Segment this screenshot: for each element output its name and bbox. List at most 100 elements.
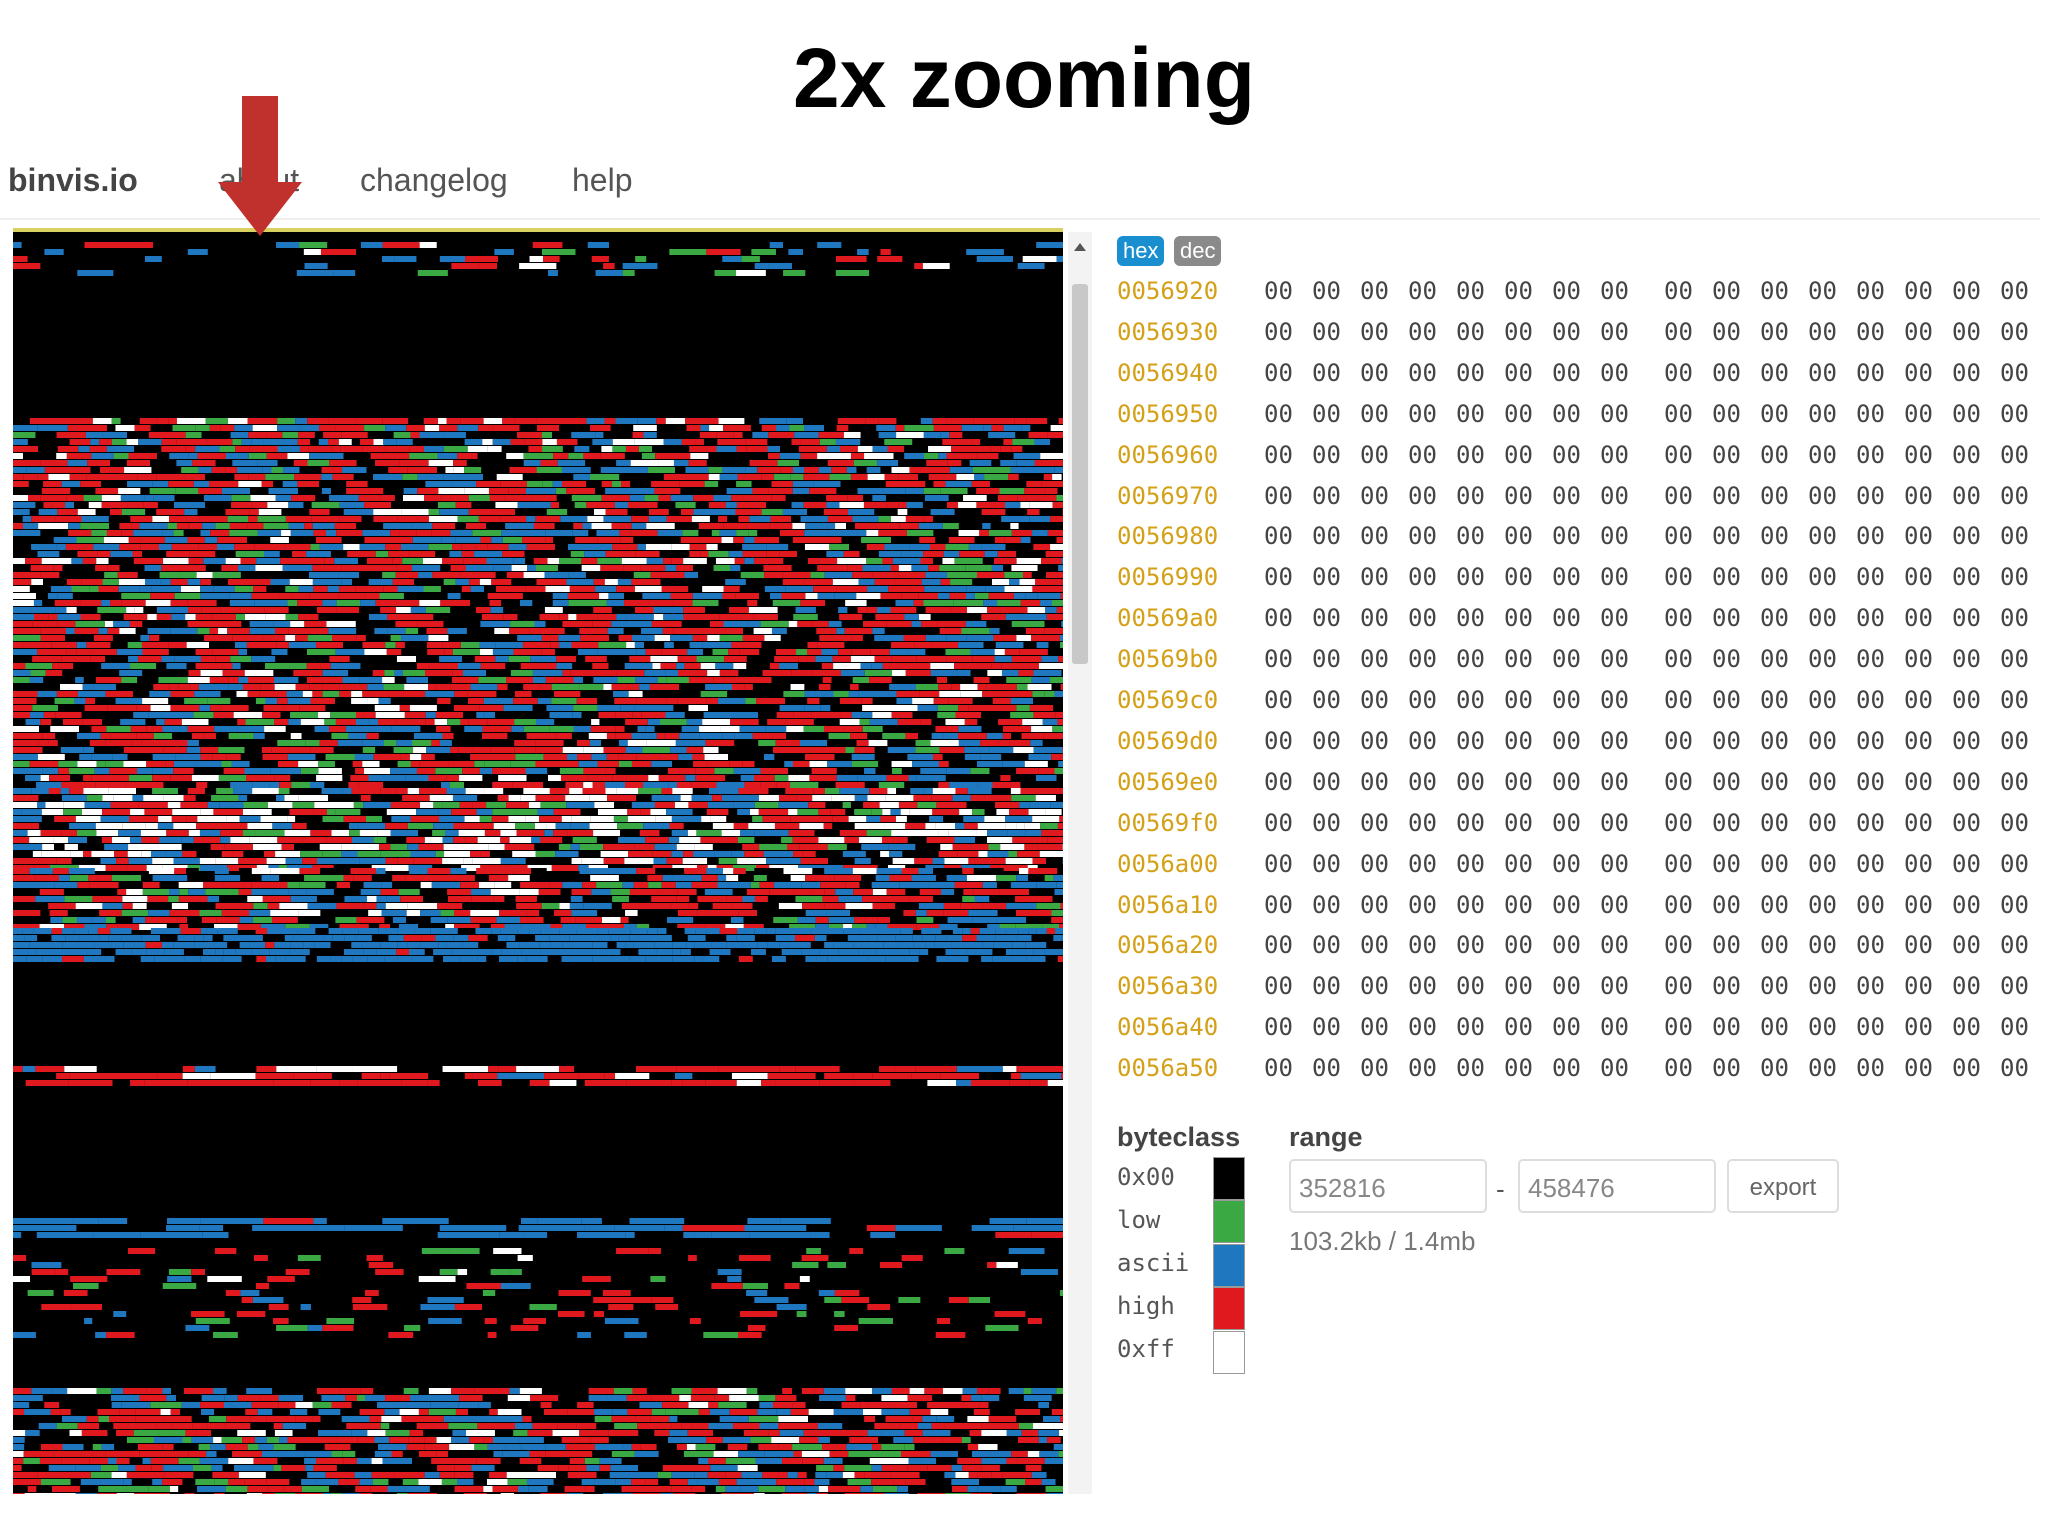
byte-pixel — [1035, 795, 1056, 801]
byte-pixel — [30, 917, 51, 923]
byte-pixel — [413, 747, 427, 753]
byte-pixel — [939, 628, 962, 634]
byte-pixel — [289, 809, 314, 815]
byte-pixel — [1016, 1066, 1054, 1072]
byte-pixel — [971, 1395, 982, 1401]
byte-pixel — [319, 740, 338, 746]
byte-pixel — [593, 830, 621, 836]
byte-pixel — [232, 460, 258, 466]
byte-pixel — [327, 586, 339, 592]
binary-visualization[interactable] — [13, 228, 1063, 1494]
byte-pixel — [386, 896, 401, 902]
byte-pixel — [171, 614, 186, 620]
byte-pixel — [491, 537, 503, 543]
byte-pixel — [159, 837, 182, 843]
byte-pixel — [604, 1318, 639, 1324]
byte-pixel — [1002, 761, 1025, 767]
byte-pixel — [703, 747, 719, 753]
brand[interactable]: binvis.io — [8, 162, 138, 198]
byte-pixel — [468, 698, 484, 704]
byte-pixel — [1023, 1388, 1032, 1394]
byte-pixel — [1031, 1388, 1057, 1394]
byte-pixel — [407, 467, 438, 473]
byte-pixel — [895, 816, 907, 822]
byte-pixel — [522, 593, 542, 599]
byte-pixel — [468, 509, 495, 515]
byte-pixel — [522, 537, 546, 543]
byte-pixel — [571, 889, 592, 895]
byte-pixel — [535, 516, 561, 522]
byte-pixel — [872, 446, 888, 452]
byte-pixel — [300, 768, 319, 774]
byte-pixel — [573, 677, 584, 683]
byte-pixel — [141, 875, 153, 881]
byte-pixel — [479, 642, 496, 648]
byte-pixel — [230, 837, 250, 843]
byte-pixel — [616, 670, 645, 676]
byte-pixel — [490, 1269, 511, 1275]
byte-pixel — [678, 453, 691, 459]
byte-pixel — [547, 558, 560, 564]
byte-pixel — [140, 956, 155, 962]
byte-pixel — [156, 614, 172, 620]
byte-pixel — [887, 788, 897, 794]
byte-pixel — [13, 586, 30, 592]
byte-pixel — [985, 586, 1005, 592]
byte-pixel — [772, 600, 801, 606]
byte-pixel — [972, 917, 997, 923]
byte-pixel — [501, 530, 519, 536]
byte-pixel — [1025, 628, 1045, 634]
byte-pixel — [173, 858, 200, 864]
byte-pixel — [368, 809, 387, 815]
byte-pixel — [297, 928, 316, 934]
byte-pixel — [629, 656, 651, 662]
byte-pixel — [846, 586, 868, 592]
byte-pixel — [742, 844, 760, 850]
byte-pixel — [596, 670, 617, 676]
byte-pixel — [991, 460, 1001, 466]
byte-pixel — [956, 474, 975, 480]
byte-pixel — [360, 242, 383, 248]
byte-pixel — [822, 747, 846, 753]
byte-pixel — [373, 509, 402, 515]
byte-pixel — [32, 621, 58, 627]
byte-pixel — [291, 1262, 316, 1268]
nav-link[interactable]: help — [572, 162, 633, 198]
byte-pixel — [115, 425, 135, 431]
byte-pixel — [813, 788, 825, 794]
byte-pixel — [931, 719, 946, 725]
byte-pixel — [341, 537, 365, 543]
byte-pixel — [249, 942, 266, 948]
byte-pixel — [336, 882, 351, 888]
nav-link[interactable]: changelog — [360, 162, 508, 198]
byte-pixel — [977, 823, 1006, 829]
byte-pixel — [1016, 875, 1029, 881]
byte-pixel — [754, 868, 784, 874]
byte-pixel — [841, 1297, 870, 1303]
byte-pixel — [127, 684, 154, 690]
byte-pixel — [479, 768, 493, 774]
byte-pixel — [319, 844, 342, 850]
byte-pixel — [910, 586, 925, 592]
byte-pixel — [158, 1430, 170, 1436]
byte-pixel — [218, 628, 228, 634]
byte-pixel — [803, 474, 830, 480]
byte-pixel — [285, 614, 299, 620]
byte-pixel — [63, 802, 85, 808]
byte-pixel — [766, 928, 776, 934]
byte-pixel — [108, 935, 122, 941]
byte-pixel — [173, 768, 194, 774]
byte-pixel — [887, 446, 905, 452]
byte-pixel — [440, 910, 455, 916]
byte-pixel — [699, 733, 723, 739]
byte-pixel — [386, 809, 417, 815]
byte-pixel — [676, 896, 690, 902]
byte-pixel — [252, 788, 279, 794]
byte-pixel — [758, 1395, 776, 1401]
byte-pixel — [210, 1444, 226, 1450]
byte-pixel — [392, 579, 415, 585]
byte-pixel — [307, 460, 330, 466]
byte-pixel — [207, 896, 220, 902]
byte-pixel — [132, 903, 147, 909]
byte-pixel — [937, 712, 956, 718]
